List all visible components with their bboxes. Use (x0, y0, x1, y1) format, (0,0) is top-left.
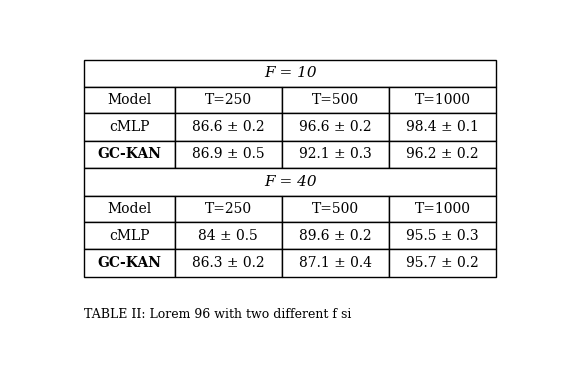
Text: 95.5 ± 0.3: 95.5 ± 0.3 (406, 229, 479, 243)
Bar (175, 196, 282, 222)
Bar (84, 113, 175, 141)
Bar (84, 87, 175, 113)
Bar (389, 141, 496, 168)
Text: T=250: T=250 (205, 202, 252, 216)
Bar (175, 222, 282, 249)
Bar (84, 196, 175, 222)
Text: T=500: T=500 (312, 202, 359, 216)
Bar (84, 222, 175, 249)
Bar (84, 168, 496, 196)
Text: Model: Model (107, 93, 151, 107)
Bar (389, 196, 496, 222)
Text: 92.1 ± 0.3: 92.1 ± 0.3 (299, 147, 372, 161)
Text: 84 ± 0.5: 84 ± 0.5 (198, 229, 258, 243)
Text: T=1000: T=1000 (415, 202, 471, 216)
Text: 96.6 ± 0.2: 96.6 ± 0.2 (299, 120, 372, 134)
Text: 87.1 ± 0.4: 87.1 ± 0.4 (299, 256, 372, 270)
Text: GC-KAN: GC-KAN (97, 256, 161, 270)
Text: T=1000: T=1000 (415, 93, 471, 107)
Bar (282, 87, 389, 113)
Text: 89.6 ± 0.2: 89.6 ± 0.2 (299, 229, 372, 243)
Bar (84, 141, 175, 168)
Bar (389, 87, 496, 113)
Text: 86.6 ± 0.2: 86.6 ± 0.2 (192, 120, 264, 134)
Text: 98.4 ± 0.1: 98.4 ± 0.1 (406, 120, 479, 134)
Text: 86.9 ± 0.5: 86.9 ± 0.5 (192, 147, 264, 161)
Text: T=500: T=500 (312, 93, 359, 107)
Text: 96.2 ± 0.2: 96.2 ± 0.2 (406, 147, 479, 161)
Bar (282, 141, 389, 168)
Text: cMLP: cMLP (109, 120, 149, 134)
Text: 95.7 ± 0.2: 95.7 ± 0.2 (406, 256, 479, 270)
Text: Model: Model (107, 202, 151, 216)
Bar (389, 222, 496, 249)
Text: TABLE II: Lorem 96 with two different f si: TABLE II: Lorem 96 with two different f … (84, 308, 351, 321)
Text: F = 40: F = 40 (264, 175, 316, 189)
Bar (282, 196, 389, 222)
Bar (175, 113, 282, 141)
Bar (282, 113, 389, 141)
Text: 86.3 ± 0.2: 86.3 ± 0.2 (192, 256, 264, 270)
Bar (84, 249, 175, 277)
Bar (282, 222, 389, 249)
Bar (389, 249, 496, 277)
Bar (175, 87, 282, 113)
Bar (282, 249, 389, 277)
Text: GC-KAN: GC-KAN (97, 147, 161, 161)
Text: F = 10: F = 10 (264, 66, 316, 80)
Text: cMLP: cMLP (109, 229, 149, 243)
Bar (175, 141, 282, 168)
Bar (175, 249, 282, 277)
Bar (389, 113, 496, 141)
Text: T=250: T=250 (205, 93, 252, 107)
Bar (84, 60, 496, 87)
